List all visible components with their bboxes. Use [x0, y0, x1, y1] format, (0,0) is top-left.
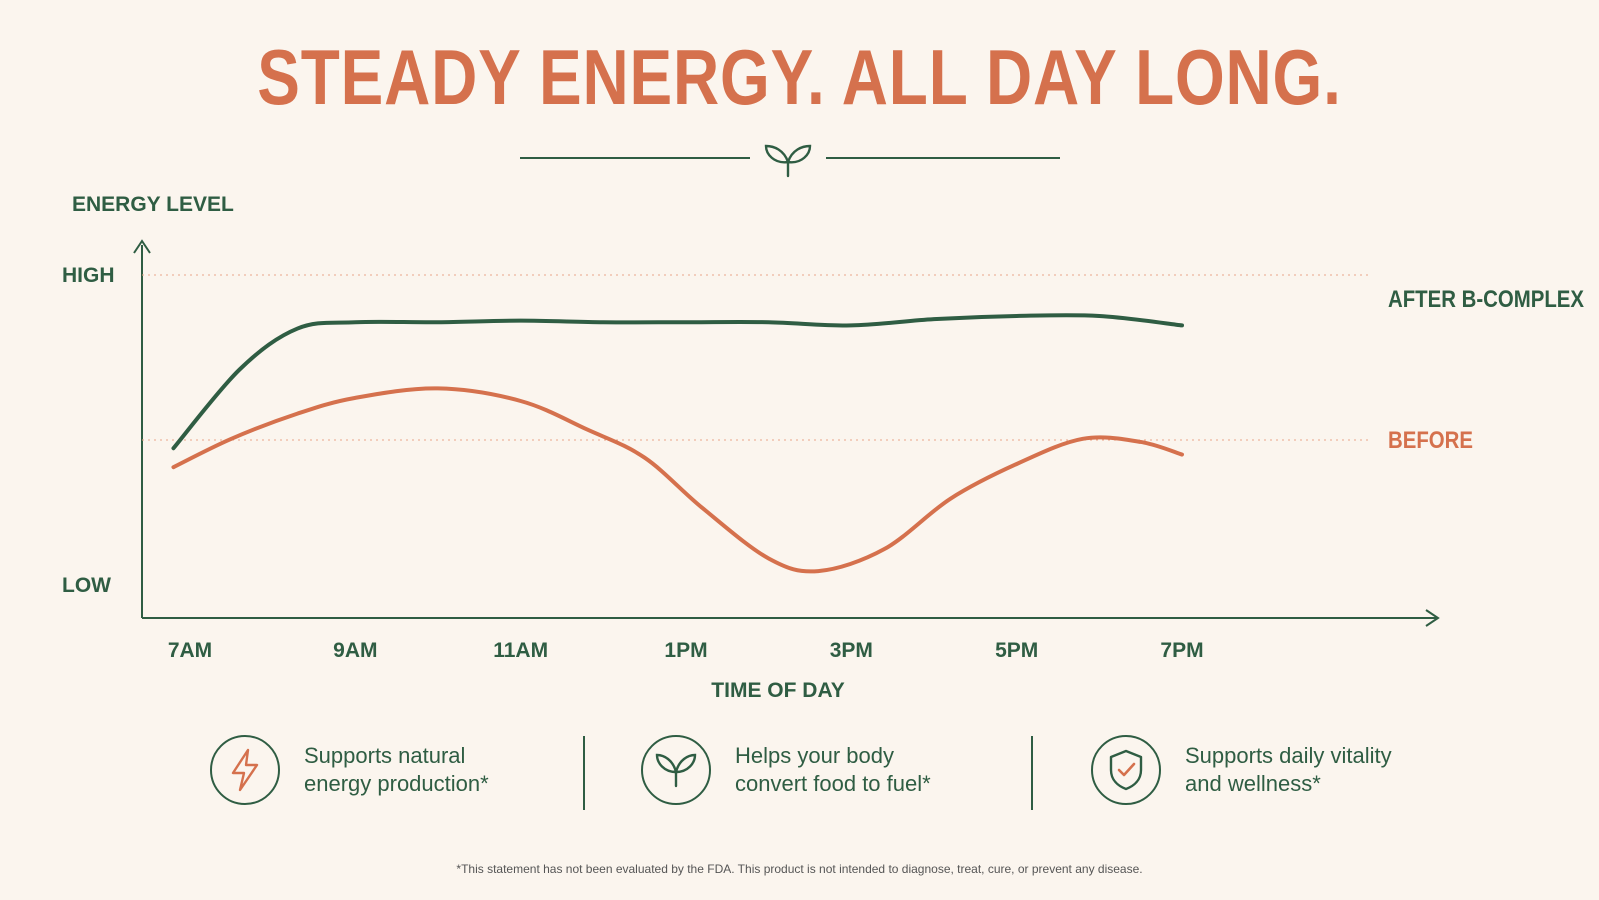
x-tick-labels: 7AM 9AM 11AM 1PM 3PM 5PM 7PM — [168, 639, 1204, 662]
feature-fuel-text: Helps your body convert food to fuel* — [735, 742, 931, 798]
feature-fuel-line1: Helps your body — [735, 743, 894, 768]
leaf-icon — [764, 144, 812, 178]
x-tick-3pm: 3PM — [830, 639, 873, 662]
chart-axes — [133, 239, 1440, 627]
series-label-before: BEFORE — [1388, 426, 1473, 453]
feature-energy-line2: energy production* — [304, 771, 489, 796]
y-tick-low: LOW — [62, 574, 111, 597]
feature-separator — [1031, 736, 1033, 810]
y-axis-arrow — [133, 239, 151, 254]
x-tick-7pm: 7PM — [1160, 639, 1203, 662]
series-line-after — [171, 313, 1184, 451]
sprout-icon — [641, 735, 711, 805]
x-axis-label: TIME OF DAY — [711, 679, 844, 702]
feature-energy-line1: Supports natural — [304, 743, 466, 768]
energy-chart: ENERGY LEVEL HIGH LOW TIME OF DAY 7AM 9AM… — [62, 193, 1584, 702]
x-tick-7am: 7AM — [168, 639, 212, 662]
feature-fuel-line2: convert food to fuel* — [735, 771, 931, 796]
x-tick-11am: 11AM — [493, 639, 548, 662]
x-tick-9am: 9AM — [333, 639, 377, 662]
feature-vitality-line1: Supports daily vitality — [1185, 743, 1392, 768]
series-lines — [171, 313, 1184, 574]
title-divider — [520, 144, 1060, 178]
x-tick-1pm: 1PM — [664, 639, 707, 662]
fda-disclaimer: *This statement has not been evaluated b… — [456, 862, 1143, 876]
y-axis-label: ENERGY LEVEL — [72, 193, 234, 216]
shield-check-icon — [1091, 735, 1161, 805]
lightning-icon — [210, 735, 280, 805]
feature-energy: Supports natural energy production* — [210, 735, 489, 805]
series-line-before — [171, 386, 1184, 574]
y-tick-high: HIGH — [62, 264, 115, 287]
feature-vitality-text: Supports daily vitality and wellness* — [1185, 742, 1392, 798]
x-tick-5pm: 5PM — [995, 639, 1038, 662]
series-label-after: AFTER B-COMPLEX — [1388, 285, 1584, 312]
feature-vitality: Supports daily vitality and wellness* — [1091, 735, 1392, 805]
feature-separator — [583, 736, 585, 810]
feature-energy-text: Supports natural energy production* — [304, 742, 489, 798]
feature-row: Supports natural energy production* Help… — [0, 735, 1599, 815]
feature-fuel: Helps your body convert food to fuel* — [641, 735, 931, 805]
feature-vitality-line2: and wellness* — [1185, 771, 1321, 796]
page-title: STEADY ENERGY. ALL DAY LONG. — [257, 33, 1342, 121]
x-axis-arrow — [1425, 609, 1440, 627]
